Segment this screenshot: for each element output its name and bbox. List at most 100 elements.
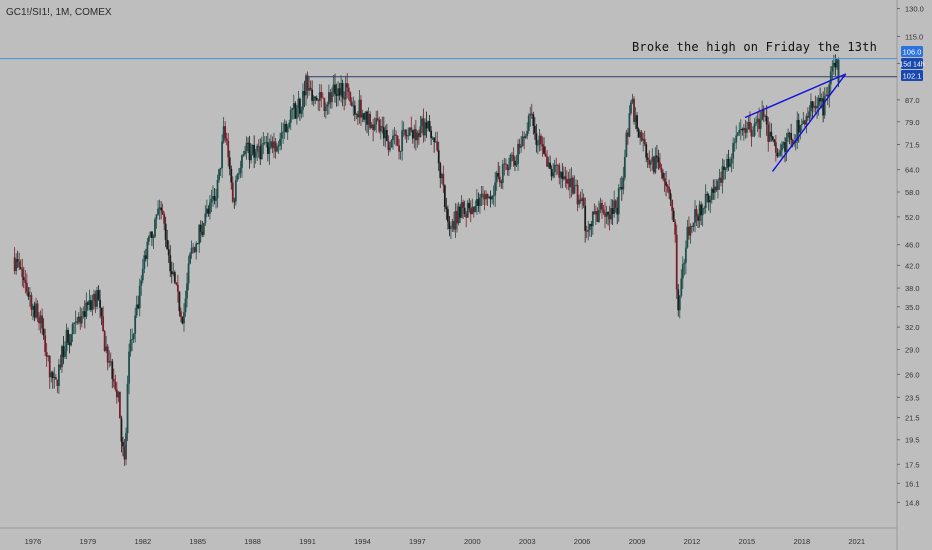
candle-body — [755, 122, 757, 124]
candle-body — [700, 204, 703, 216]
candle-body — [831, 66, 834, 72]
candle-body — [800, 124, 803, 126]
candle-body — [508, 166, 510, 170]
candle-body — [803, 120, 806, 125]
candle-body — [555, 164, 558, 166]
candle-body — [712, 188, 715, 193]
x-axis[interactable]: 1976 1979 1982 1985 1988 1991 1994 1997 2000 2003… — [25, 537, 865, 546]
candle-body — [372, 124, 375, 130]
candle-body — [266, 142, 269, 154]
candle-body — [713, 186, 716, 193]
candle-body — [756, 118, 759, 123]
candle-body — [707, 195, 710, 203]
candle-body — [512, 154, 515, 161]
candle-body — [328, 92, 330, 105]
candle-body — [401, 130, 404, 152]
candle-body — [59, 364, 62, 368]
price-tags: 106.0 15d 14h 102.1 — [899, 46, 925, 81]
x-tick-label: 2003 — [519, 537, 536, 546]
candle-body — [117, 391, 120, 398]
candle-body — [817, 98, 820, 106]
wedge-upper-trendline[interactable] — [744, 73, 847, 119]
candle-body — [718, 177, 721, 181]
candle-body — [99, 299, 101, 308]
y-axis[interactable]: 130.0 115.0 102.1 87.0 79.0 71.5 64.0 58.0 52.0 4… — [897, 5, 924, 508]
candle-body — [277, 145, 280, 147]
candle-body — [703, 207, 706, 209]
candle-body — [822, 98, 825, 116]
candle-body — [541, 144, 544, 147]
candle-body — [495, 172, 498, 183]
candle-body — [112, 378, 115, 382]
candle-body — [183, 312, 185, 324]
candle-body — [811, 101, 814, 108]
candle-body — [334, 84, 336, 95]
candle-body — [691, 226, 693, 227]
candle-body — [50, 372, 53, 378]
candle-body — [784, 142, 786, 152]
candle-body — [102, 316, 105, 332]
candle-body — [689, 226, 692, 236]
candle-body — [51, 372, 54, 379]
x-tick-label: 2015 — [739, 537, 756, 546]
candle-body — [123, 446, 126, 460]
candle-body — [648, 159, 651, 165]
candle-body — [797, 119, 800, 133]
candle-body — [614, 200, 617, 208]
candle-body — [581, 197, 584, 202]
candle-body — [94, 293, 97, 307]
candle-body — [761, 110, 764, 121]
candle-body — [767, 124, 770, 142]
candle-body — [79, 316, 82, 324]
candle-body — [835, 58, 838, 68]
y-tick-label: 32.0 — [905, 323, 920, 332]
candle-body — [698, 204, 701, 221]
candle-body — [504, 163, 507, 165]
candle-body — [794, 141, 797, 144]
candle-body — [500, 182, 503, 184]
candle-body — [552, 172, 555, 177]
candle-body — [90, 300, 92, 310]
candle-body — [561, 171, 564, 180]
candle-body — [181, 316, 184, 324]
candle-body — [205, 208, 208, 214]
candle-body — [260, 144, 263, 160]
candle-body — [538, 135, 541, 145]
candle-body — [428, 121, 431, 131]
y-tick-label: 16.1 — [905, 479, 920, 488]
candle-body — [695, 209, 698, 217]
candle-body — [729, 163, 732, 167]
candle-body — [543, 146, 545, 154]
candle-body — [36, 303, 39, 318]
candle-body — [663, 178, 666, 182]
candle-body — [408, 127, 411, 136]
candle-body — [295, 108, 298, 119]
candle-body — [651, 157, 654, 162]
candle-body — [358, 99, 361, 118]
candle-body — [559, 171, 562, 178]
candle-body — [221, 141, 224, 169]
candle-body — [704, 194, 707, 208]
candle-body — [80, 316, 83, 324]
candle-body — [411, 130, 414, 139]
candle-body — [224, 126, 227, 139]
candle-body — [814, 105, 817, 109]
candle-body — [303, 91, 306, 96]
candle-body — [398, 145, 400, 152]
candle-body — [572, 177, 574, 194]
candle-body — [787, 132, 789, 138]
candle-body — [61, 346, 63, 368]
candle-body — [111, 361, 114, 379]
candle-body — [88, 300, 91, 305]
candle-body — [494, 182, 497, 196]
candle-body — [122, 441, 124, 447]
candle-body — [222, 126, 225, 142]
countdown-price-tag: 15d 14h — [899, 58, 925, 69]
high-line-tag-label: 106.0 — [903, 48, 922, 57]
candle-body — [677, 289, 680, 311]
wedge-lower-trendline[interactable] — [771, 73, 847, 172]
candle-body — [813, 105, 815, 108]
candle-body — [527, 115, 530, 131]
candle-body — [186, 283, 188, 299]
